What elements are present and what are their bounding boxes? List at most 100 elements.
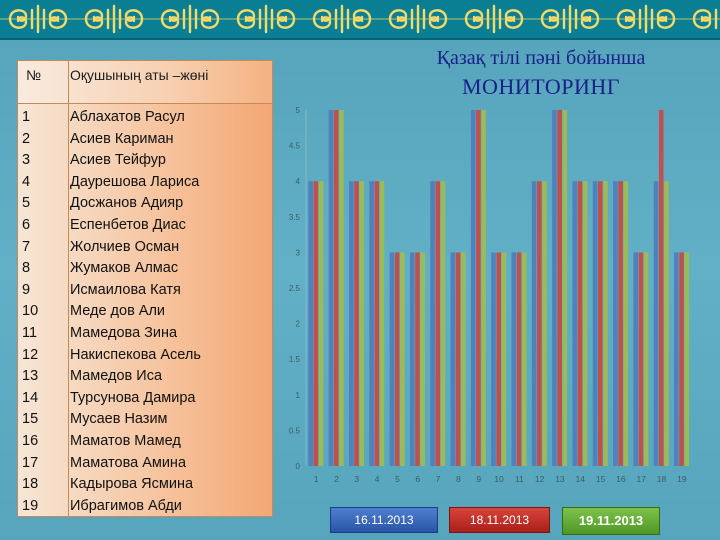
y-tick-label: 0.5 [289, 426, 301, 435]
x-tick-label: 6 [415, 474, 420, 484]
row-student-name: Досжанов Адияр [70, 195, 184, 212]
table-header: № Оқушының аты –жөні [18, 61, 272, 104]
bar-series1-cat12 [531, 181, 537, 466]
row-number: 19 [22, 497, 39, 514]
row-student-name: Мамедова Зина [70, 325, 178, 341]
bar-series2-cat19 [679, 252, 684, 466]
bar-series3-cat9 [481, 110, 486, 466]
y-tick-label: 0 [296, 462, 301, 471]
bar-series3-cat12 [542, 181, 547, 466]
table-row: 2 Асиев Кариман [18, 129, 272, 151]
bar-series3-cat6 [420, 252, 425, 466]
bar-series1-cat17 [633, 252, 639, 466]
chart-title-line2: МОНИТОРИНГ [462, 74, 620, 99]
bar-series2-cat5 [394, 252, 400, 466]
row-number: 3 [22, 152, 31, 169]
row-student-name: Ибрагимов Абди [70, 497, 182, 514]
y-tick-label: 1 [296, 391, 301, 400]
x-tick-label: 9 [476, 474, 481, 484]
y-tick-label: 2 [296, 320, 301, 329]
row-student-name: Асиев Кариман [70, 130, 174, 147]
table-row: 14 Турсунова Дамира [18, 388, 272, 410]
row-number: 6 [22, 217, 31, 233]
x-tick-label: 2 [334, 474, 339, 484]
y-tick-label: 1.5 [289, 355, 301, 364]
student-table: № Оқушының аты –жөні 1 Аблахатов Расул 2 Ас… [17, 60, 273, 517]
row-student-name: Мамедов Иса [70, 368, 163, 385]
bar-series1-cat11 [511, 252, 517, 466]
table-row: 5 Досжанов Адияр [18, 193, 272, 215]
bar-series2-cat4 [374, 181, 380, 466]
table-row: 13 Мамедов Иса [18, 366, 272, 388]
bar-series2-cat15 [597, 181, 603, 466]
y-tick-label: 4 [296, 177, 301, 186]
header-number: № [26, 67, 42, 83]
y-tick-label: 3.5 [289, 213, 301, 222]
bar-series3-cat19 [684, 252, 690, 466]
bar-series2-cat17 [638, 252, 644, 466]
row-student-name: Аблахатов Расул [70, 109, 185, 125]
bar-series2-cat13 [557, 110, 562, 466]
row-student-name: Маматов Мамед [70, 433, 181, 449]
bar-series1-cat19 [674, 252, 679, 466]
column-divider [68, 61, 69, 516]
table-row: 8 Жумаков Алмас [18, 258, 272, 280]
x-tick-label: 4 [375, 474, 380, 484]
bar-series3-cat2 [339, 110, 344, 466]
bar-series3-cat8 [460, 252, 466, 466]
row-number: 15 [22, 411, 39, 428]
row-number: 1 [22, 109, 31, 125]
bar-series1-cat15 [592, 181, 598, 466]
bar-series1-cat1 [308, 181, 313, 466]
legend-date-1: 16.11.2013 [330, 507, 438, 533]
x-tick-label: 18 [657, 474, 667, 484]
bar-series3-cat18 [664, 181, 669, 466]
row-student-name: Жолчиев Осман [70, 238, 180, 255]
bar-series1-cat5 [389, 252, 395, 466]
bar-series1-cat9 [470, 110, 476, 466]
bar-series3-cat16 [623, 181, 629, 466]
table-row: 16 Маматов Мамед [18, 431, 272, 453]
row-student-name: Мусаев Назим [70, 411, 168, 428]
bar-series2-cat1 [313, 181, 319, 466]
row-number: 5 [22, 195, 31, 212]
row-number: 12 [22, 346, 39, 363]
header-name: Оқушының аты –жөні [70, 67, 209, 83]
row-student-name: Жумаков Алмас [70, 260, 179, 277]
chart-title-line1: Қазақ тілі пәні бойынша [436, 47, 646, 69]
x-tick-label: 7 [436, 474, 441, 484]
legend-date-2: 18.11.2013 [449, 507, 550, 533]
row-number: 9 [22, 281, 31, 298]
row-student-name: Еспенбетов Диас [70, 217, 186, 233]
bar-series3-cat5 [400, 252, 405, 466]
bar-series3-cat15 [603, 181, 608, 466]
row-student-name: Исмаилова Катя [70, 281, 181, 298]
bar-series1-cat16 [613, 181, 618, 466]
bar-series2-cat16 [618, 181, 623, 466]
x-tick-label: 10 [494, 474, 504, 484]
bar-series3-cat4 [379, 181, 385, 466]
bar-series1-cat8 [450, 252, 456, 466]
table-row: 12 Накиспекова Асель [18, 345, 272, 367]
bar-series1-cat2 [328, 110, 334, 466]
x-tick-label: 5 [395, 474, 400, 484]
y-tick-label: 3 [296, 248, 301, 257]
bar-series1-cat6 [409, 252, 415, 466]
ornament-band [0, 0, 720, 40]
row-number: 17 [22, 454, 39, 471]
row-student-name: Меде дов Али [70, 303, 166, 320]
bar-series2-cat12 [537, 181, 542, 466]
x-tick-label: 12 [535, 474, 545, 484]
bar-series3-cat10 [501, 252, 507, 466]
bar-series1-cat3 [348, 181, 354, 466]
table-row: 17 Маматова Амина [18, 453, 272, 475]
table-row: 19 Ибрагимов Абди [18, 496, 272, 518]
y-tick-label: 4.5 [289, 142, 301, 151]
row-number: 10 [22, 303, 39, 320]
table-row: 10 Меде дов Али [18, 301, 272, 323]
bar-series1-cat14 [572, 181, 578, 466]
bar-series1-cat4 [369, 181, 374, 466]
x-tick-label: 17 [636, 474, 646, 484]
row-student-name: Накиспекова Асель [70, 346, 201, 363]
x-tick-label: 11 [515, 474, 524, 484]
